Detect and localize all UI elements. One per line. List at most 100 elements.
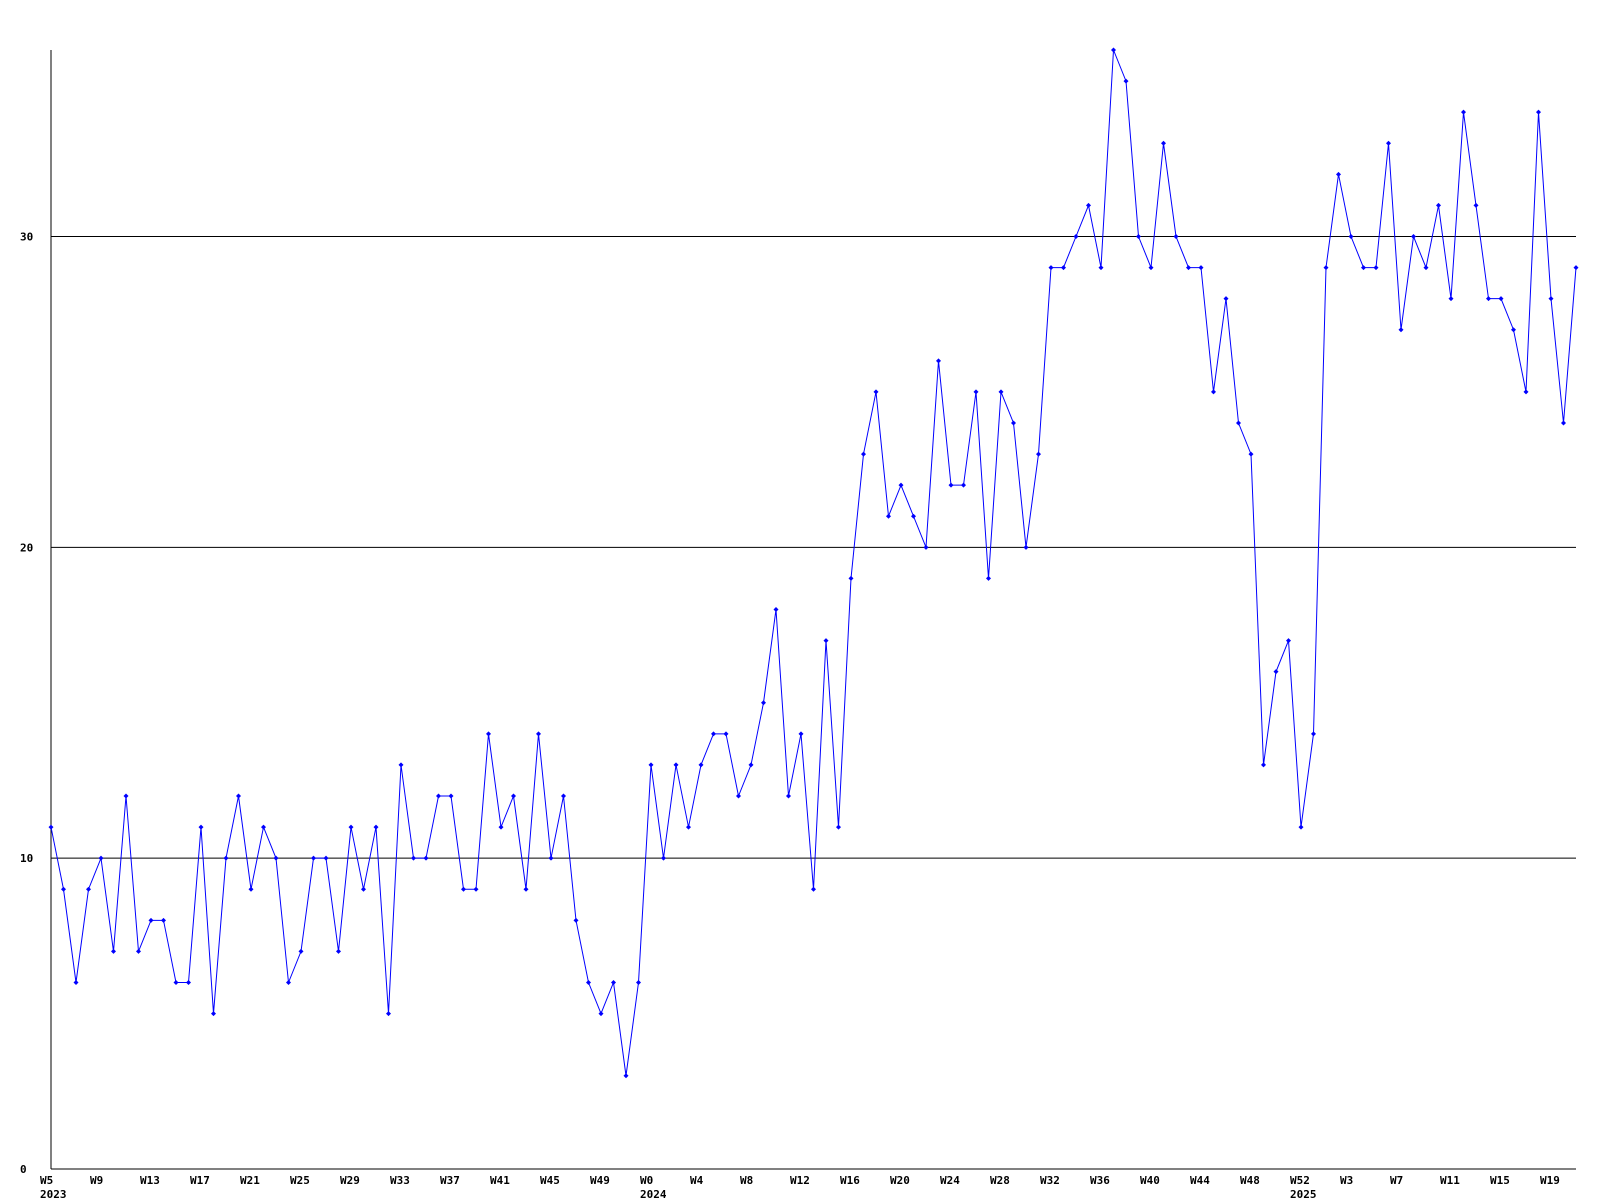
point-marker xyxy=(711,731,716,737)
point-marker xyxy=(1273,669,1279,675)
point-marker xyxy=(836,824,841,830)
x-tick-label: W8 xyxy=(740,1174,753,1187)
point-marker xyxy=(673,762,679,768)
point-marker xyxy=(123,793,129,799)
point-marker xyxy=(86,886,91,892)
x-tick-label: W28 xyxy=(990,1174,1010,1187)
x-tick-label: W3 xyxy=(1340,1174,1353,1187)
point-marker xyxy=(611,980,616,985)
point-marker xyxy=(1261,762,1266,768)
series-line xyxy=(50,49,1577,1076)
point-marker xyxy=(536,731,541,737)
point-marker xyxy=(1561,420,1566,426)
point-marker xyxy=(1086,202,1091,208)
x-tick-label: W0 xyxy=(640,1174,653,1187)
point-marker xyxy=(273,855,279,861)
point-marker xyxy=(723,731,729,737)
point-marker xyxy=(598,1011,604,1017)
x-tick-label: W24 xyxy=(940,1174,960,1187)
point-marker xyxy=(798,731,804,737)
point-marker xyxy=(1361,265,1366,271)
x-tick-label: W32 xyxy=(1040,1174,1060,1187)
point-marker xyxy=(1548,296,1554,302)
x-tick-label: W12 xyxy=(790,1174,810,1187)
x-year-label: 2025 xyxy=(1290,1188,1317,1200)
point-marker xyxy=(398,762,404,768)
point-marker xyxy=(1123,78,1129,84)
point-marker xyxy=(573,917,579,923)
point-marker xyxy=(973,389,979,395)
x-tick-label: W25 xyxy=(290,1174,310,1187)
point-marker xyxy=(111,948,116,954)
point-marker xyxy=(1498,296,1504,302)
y-tick-label: 20 xyxy=(20,541,33,554)
x-year-label: 2023 xyxy=(40,1188,67,1200)
point-marker xyxy=(1423,265,1429,271)
point-marker xyxy=(1061,265,1066,271)
point-marker xyxy=(261,824,266,830)
point-marker xyxy=(586,980,591,985)
point-marker xyxy=(1286,638,1291,644)
point-marker xyxy=(248,886,254,892)
x-tick-label: W16 xyxy=(840,1174,860,1187)
point-marker xyxy=(986,575,991,581)
x-tick-label: W37 xyxy=(440,1174,460,1187)
point-marker xyxy=(648,762,654,768)
point-marker xyxy=(411,855,416,861)
point-marker xyxy=(486,731,491,737)
point-marker xyxy=(1436,202,1441,208)
x-tick-label: W52 xyxy=(1290,1174,1310,1187)
point-marker xyxy=(1336,171,1341,177)
point-marker xyxy=(286,980,291,985)
point-marker xyxy=(1198,265,1204,271)
point-marker xyxy=(823,638,829,644)
point-marker xyxy=(1111,47,1116,53)
x-year-label: 2024 xyxy=(640,1188,667,1200)
point-marker xyxy=(623,1073,629,1079)
point-marker xyxy=(98,855,104,861)
point-marker xyxy=(173,980,179,985)
x-tick-label: W7 xyxy=(1390,1174,1403,1187)
x-tick-label: W41 xyxy=(490,1174,510,1187)
point-marker xyxy=(686,824,691,830)
point-marker xyxy=(348,824,354,830)
point-marker xyxy=(1173,234,1179,239)
x-tick-label: W48 xyxy=(1240,1174,1260,1187)
point-marker xyxy=(386,1011,391,1017)
point-marker xyxy=(748,762,754,768)
point-marker xyxy=(1048,265,1054,271)
x-tick-label: W44 xyxy=(1190,1174,1210,1187)
x-tick-label: W5 xyxy=(40,1174,53,1187)
point-marker xyxy=(473,886,479,892)
point-marker xyxy=(1186,265,1191,271)
point-marker xyxy=(186,980,191,985)
point-marker xyxy=(848,575,854,581)
y-tick-label: 10 xyxy=(20,852,33,865)
x-tick-label: W20 xyxy=(890,1174,910,1187)
point-marker xyxy=(1398,327,1404,333)
point-marker xyxy=(311,855,316,861)
point-marker xyxy=(511,793,516,799)
point-marker xyxy=(1298,824,1304,830)
x-tick-label: W11 xyxy=(1440,1174,1460,1187)
point-marker xyxy=(1011,420,1016,426)
point-marker xyxy=(73,980,79,985)
point-marker xyxy=(461,886,466,892)
point-marker xyxy=(423,855,429,861)
point-marker xyxy=(873,389,879,395)
point-marker xyxy=(498,824,504,830)
point-marker xyxy=(661,855,666,861)
x-tick-label: W29 xyxy=(340,1174,360,1187)
point-marker xyxy=(373,824,379,830)
point-marker xyxy=(1536,109,1541,115)
point-marker xyxy=(336,948,341,954)
point-marker xyxy=(936,358,941,364)
x-tick-label: W45 xyxy=(540,1174,560,1187)
point-marker xyxy=(148,917,154,923)
point-marker xyxy=(998,389,1004,395)
point-marker xyxy=(1136,234,1141,239)
point-marker xyxy=(1036,451,1041,457)
y-tick-label: 0 xyxy=(20,1163,27,1176)
